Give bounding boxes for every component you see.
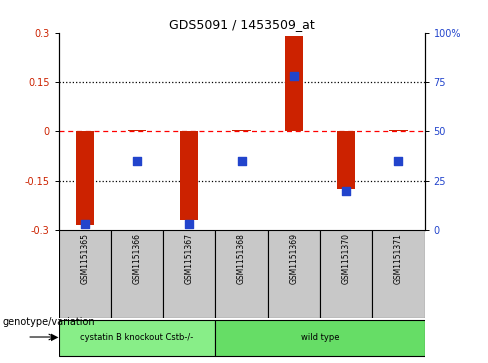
Bar xyxy=(59,320,215,356)
Text: GSM1151365: GSM1151365 xyxy=(80,233,89,284)
Text: GSM1151367: GSM1151367 xyxy=(185,233,194,284)
Bar xyxy=(111,230,163,318)
Text: GSM1151371: GSM1151371 xyxy=(394,233,403,284)
Text: GSM1151370: GSM1151370 xyxy=(342,233,351,284)
Bar xyxy=(232,130,251,131)
Bar xyxy=(372,230,425,318)
Text: genotype/variation: genotype/variation xyxy=(2,318,95,327)
Bar xyxy=(163,230,215,318)
Point xyxy=(238,158,245,164)
Bar xyxy=(268,230,320,318)
Point xyxy=(290,73,298,79)
Text: wild type: wild type xyxy=(301,333,339,342)
Point xyxy=(185,221,193,227)
Bar xyxy=(215,230,268,318)
Bar xyxy=(128,130,146,131)
Bar xyxy=(337,131,355,189)
Text: ▶: ▶ xyxy=(51,332,59,342)
Text: cystatin B knockout Cstb-/-: cystatin B knockout Cstb-/- xyxy=(81,333,194,342)
Bar xyxy=(59,230,111,318)
Bar xyxy=(180,131,199,220)
Text: GSM1151366: GSM1151366 xyxy=(132,233,142,284)
Point xyxy=(133,158,141,164)
Bar xyxy=(285,36,303,131)
Text: GSM1151369: GSM1151369 xyxy=(289,233,298,284)
Title: GDS5091 / 1453509_at: GDS5091 / 1453509_at xyxy=(169,19,314,32)
Point xyxy=(394,158,402,164)
Text: GSM1151368: GSM1151368 xyxy=(237,233,246,284)
Bar xyxy=(320,230,372,318)
Point xyxy=(81,221,89,227)
Point xyxy=(342,188,350,193)
Bar xyxy=(76,131,94,225)
Bar xyxy=(389,130,407,131)
Bar xyxy=(215,320,425,356)
